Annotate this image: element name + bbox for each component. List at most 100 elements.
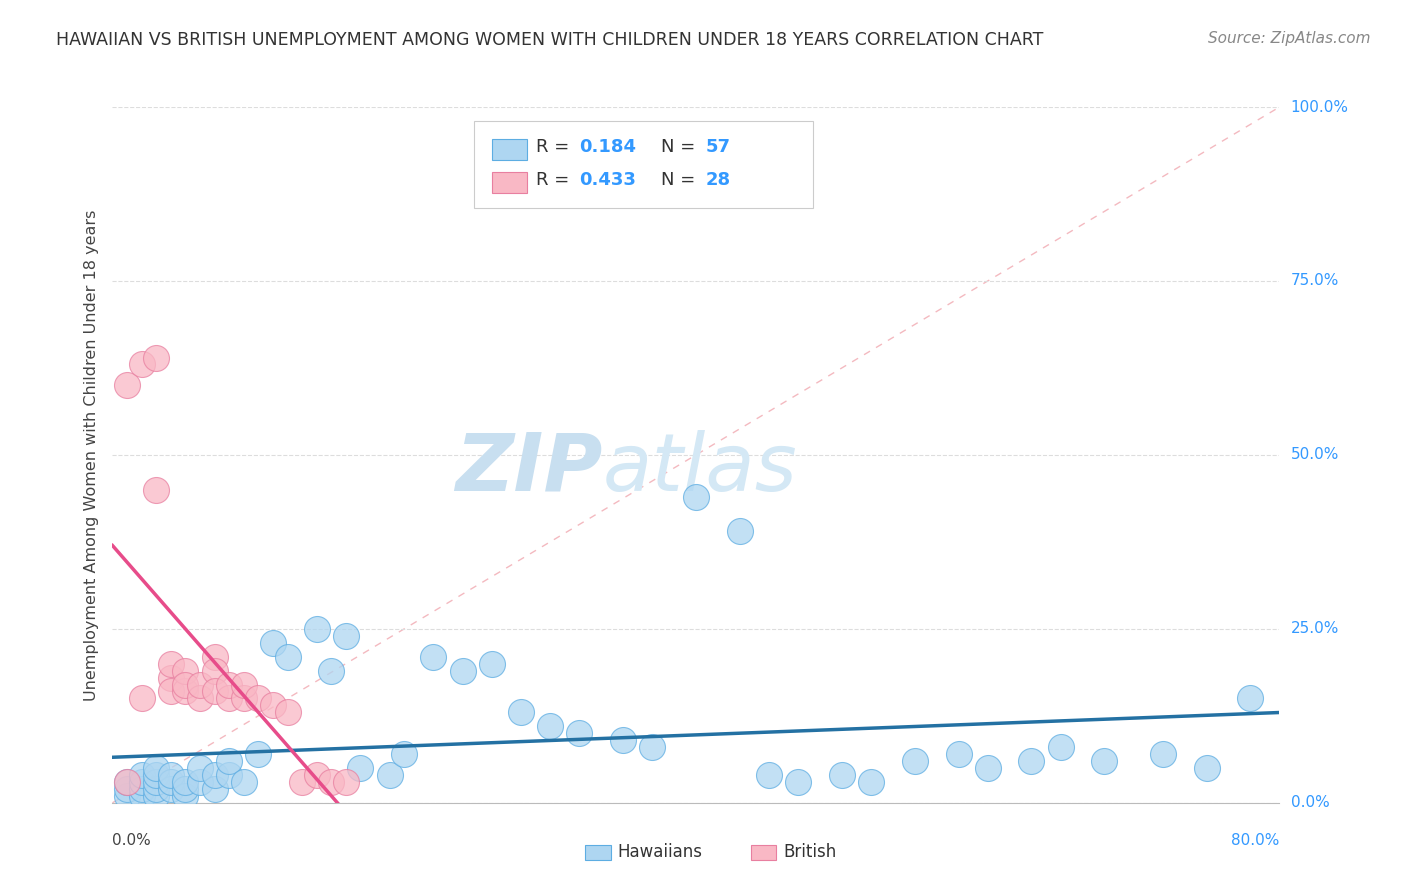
British <box>218 691 240 706</box>
Hawaiians <box>904 754 927 768</box>
Hawaiians <box>612 733 634 747</box>
Hawaiians <box>335 629 357 643</box>
Text: 80.0%: 80.0% <box>1232 833 1279 848</box>
British <box>174 677 197 691</box>
Text: 100.0%: 100.0% <box>1291 100 1348 114</box>
Hawaiians <box>262 636 284 650</box>
Text: 75.0%: 75.0% <box>1291 274 1339 288</box>
British <box>247 691 270 706</box>
Hawaiians <box>131 775 153 789</box>
Hawaiians <box>1021 754 1043 768</box>
British <box>276 706 298 720</box>
British <box>204 649 226 664</box>
British <box>188 677 211 691</box>
Hawaiians <box>568 726 591 740</box>
Hawaiians <box>976 761 998 775</box>
Hawaiians <box>131 768 153 782</box>
Hawaiians <box>349 761 371 775</box>
British <box>115 775 138 789</box>
Hawaiians <box>232 775 254 789</box>
Hawaiians <box>247 747 270 761</box>
Text: British: British <box>783 843 837 861</box>
Hawaiians <box>115 775 138 789</box>
Hawaiians <box>131 789 153 803</box>
Hawaiians <box>394 747 416 761</box>
Text: 28: 28 <box>706 171 731 189</box>
Hawaiians <box>174 789 197 803</box>
Hawaiians <box>831 768 853 782</box>
British <box>188 691 211 706</box>
Hawaiians <box>115 789 138 803</box>
Hawaiians <box>948 747 970 761</box>
Text: R =: R = <box>536 171 575 189</box>
British <box>204 664 226 678</box>
Hawaiians <box>188 775 211 789</box>
Hawaiians <box>787 775 810 789</box>
Hawaiians <box>174 781 197 796</box>
British <box>174 664 197 678</box>
Hawaiians <box>145 768 167 782</box>
Hawaiians <box>451 664 474 678</box>
Text: Hawaiians: Hawaiians <box>617 843 703 861</box>
Hawaiians <box>174 775 197 789</box>
Hawaiians <box>145 761 167 775</box>
Hawaiians <box>1239 691 1261 706</box>
British <box>291 775 314 789</box>
Hawaiians <box>378 768 401 782</box>
Hawaiians <box>204 781 226 796</box>
Hawaiians <box>538 719 561 733</box>
Hawaiians <box>1152 747 1174 761</box>
Hawaiians <box>641 740 664 755</box>
Hawaiians <box>305 622 328 636</box>
FancyBboxPatch shape <box>585 845 610 860</box>
Hawaiians <box>728 524 751 539</box>
Hawaiians <box>481 657 503 671</box>
British <box>305 768 328 782</box>
Hawaiians <box>218 754 240 768</box>
Hawaiians <box>276 649 298 664</box>
Hawaiians <box>160 775 183 789</box>
Text: N =: N = <box>661 138 702 156</box>
Text: atlas: atlas <box>603 430 797 508</box>
Hawaiians <box>1049 740 1071 755</box>
Hawaiians <box>160 768 183 782</box>
Hawaiians <box>422 649 444 664</box>
British <box>160 684 183 698</box>
Hawaiians <box>204 768 226 782</box>
British <box>321 775 343 789</box>
Hawaiians <box>145 789 167 803</box>
Hawaiians <box>145 775 167 789</box>
Hawaiians <box>860 775 883 789</box>
Text: 0.0%: 0.0% <box>112 833 152 848</box>
British <box>174 684 197 698</box>
British <box>145 483 167 497</box>
Hawaiians <box>1195 761 1218 775</box>
FancyBboxPatch shape <box>751 845 776 860</box>
British <box>204 684 226 698</box>
British <box>160 671 183 685</box>
Text: ZIP: ZIP <box>456 430 603 508</box>
British <box>232 677 254 691</box>
Hawaiians <box>758 768 780 782</box>
Hawaiians <box>685 490 707 504</box>
Hawaiians <box>218 768 240 782</box>
British <box>145 351 167 365</box>
Y-axis label: Unemployment Among Women with Children Under 18 years: Unemployment Among Women with Children U… <box>84 210 100 700</box>
Text: 25.0%: 25.0% <box>1291 622 1339 636</box>
Text: HAWAIIAN VS BRITISH UNEMPLOYMENT AMONG WOMEN WITH CHILDREN UNDER 18 YEARS CORREL: HAWAIIAN VS BRITISH UNEMPLOYMENT AMONG W… <box>56 31 1043 49</box>
Text: N =: N = <box>661 171 702 189</box>
Hawaiians <box>188 761 211 775</box>
Hawaiians <box>160 781 183 796</box>
Hawaiians <box>509 706 531 720</box>
Hawaiians <box>131 781 153 796</box>
FancyBboxPatch shape <box>474 121 813 208</box>
Text: 57: 57 <box>706 138 730 156</box>
Text: 0.433: 0.433 <box>579 171 636 189</box>
Text: 50.0%: 50.0% <box>1291 448 1339 462</box>
Text: 0.184: 0.184 <box>579 138 637 156</box>
British <box>115 378 138 392</box>
Hawaiians <box>1094 754 1116 768</box>
British <box>131 358 153 372</box>
British <box>218 677 240 691</box>
Text: R =: R = <box>536 138 575 156</box>
